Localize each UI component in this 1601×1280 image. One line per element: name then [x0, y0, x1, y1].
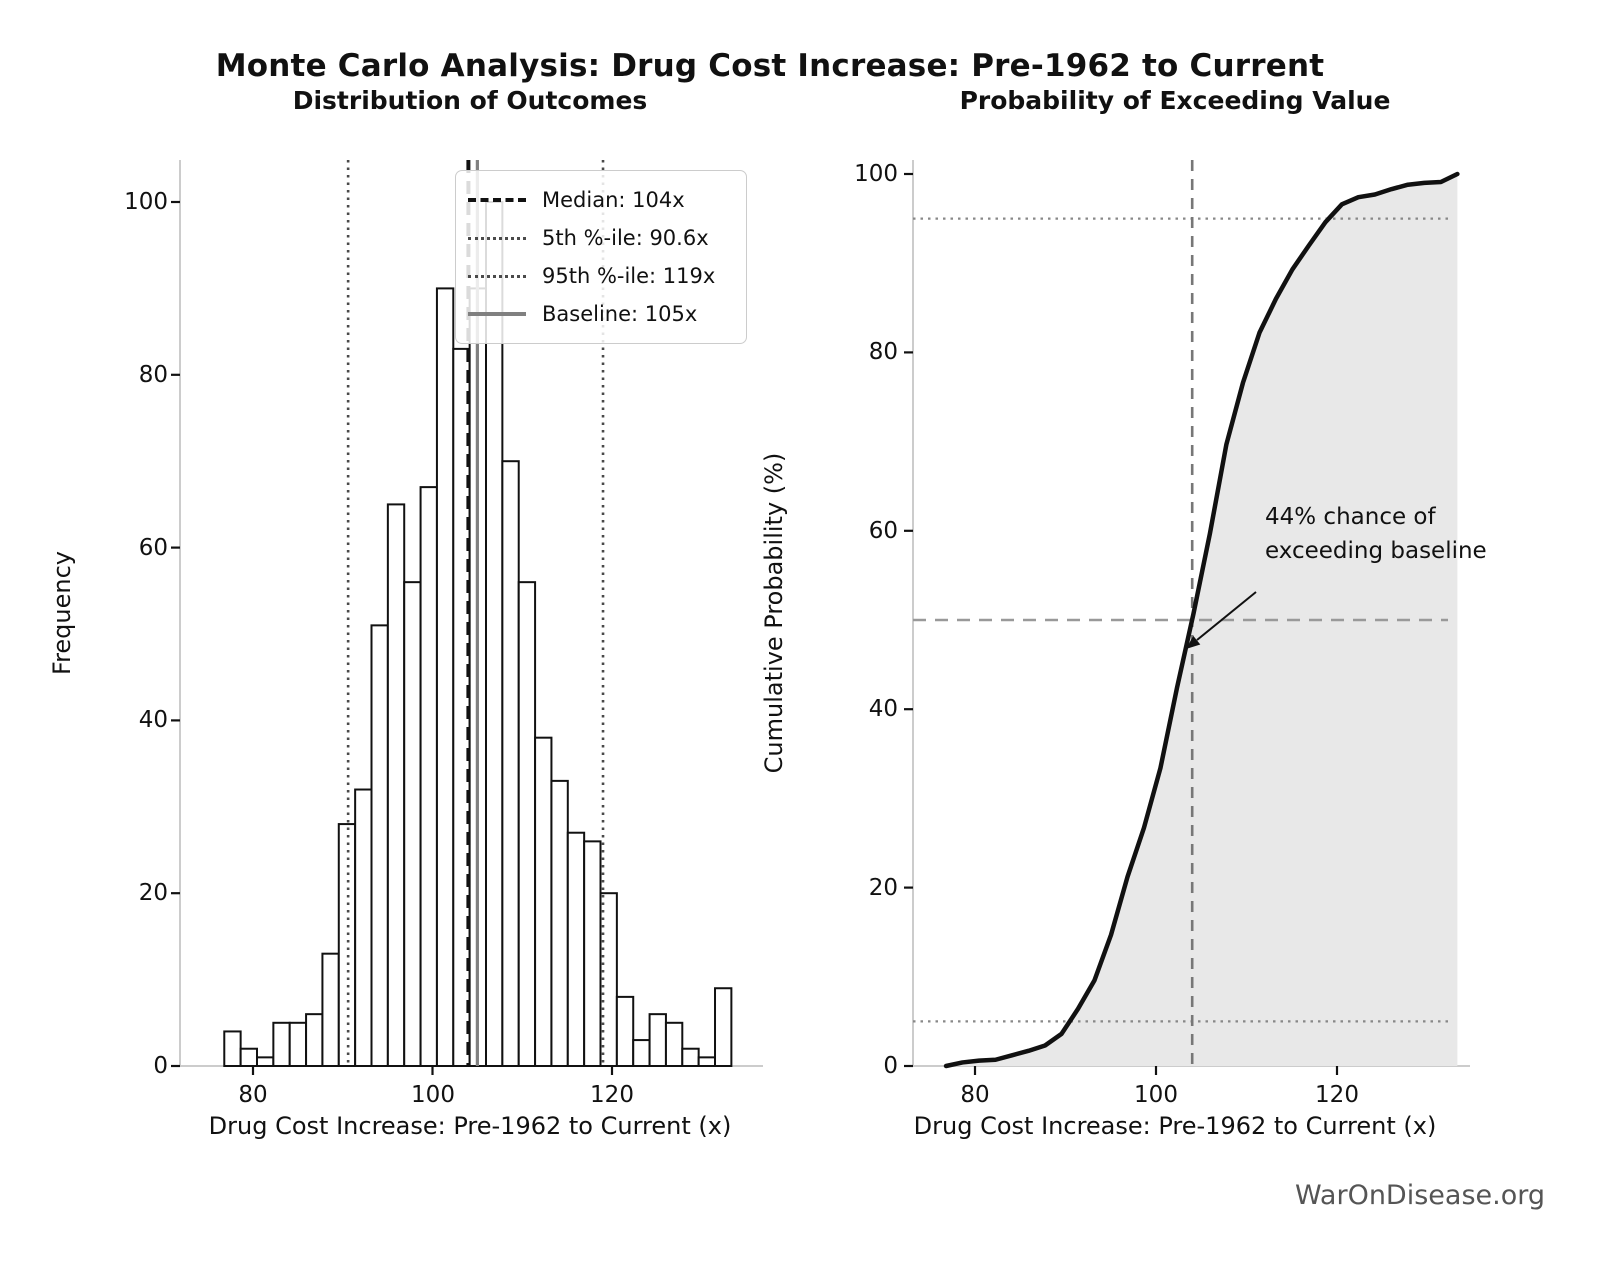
histogram-bar — [419, 486, 438, 1067]
legend-label-median: Median: 104x — [542, 188, 685, 212]
p95-line-sample-icon — [468, 274, 526, 278]
cdf-y-axis-label: Cumulative Probability (%) — [760, 452, 788, 774]
histogram-bar — [681, 1047, 700, 1067]
legend-item-p5: 5th %-ile: 90.6x — [468, 219, 732, 257]
cdf-y-tick-0: 0 — [883, 1053, 898, 1079]
histogram-bar — [305, 1013, 324, 1067]
legend-label-p5: 5th %-ile: 90.6x — [542, 226, 709, 250]
cdf-y-tick-80: 80 — [868, 339, 898, 365]
hist-y-tick-40: 40 — [138, 707, 168, 733]
histogram-bar — [370, 624, 389, 1067]
baseline-line-sample-icon — [468, 312, 526, 316]
watermark-text: WarOnDisease.org — [1294, 1180, 1545, 1211]
cdf-x-tick-100: 100 — [1134, 1082, 1178, 1108]
median-line-sample-icon — [468, 198, 526, 202]
cdf-x-tick-120: 120 — [1315, 1082, 1359, 1108]
legend-item-p95: 95th %-ile: 119x — [468, 257, 732, 295]
cdf-y-tick-40: 40 — [868, 696, 898, 722]
annotation-arrowhead-icon — [1186, 635, 1201, 649]
histogram-bar — [501, 460, 520, 1067]
histogram-bar — [648, 1013, 667, 1067]
histogram-bar — [354, 788, 373, 1068]
histogram-bar — [255, 1056, 275, 1067]
histogram-bar — [599, 892, 618, 1068]
cdf-title: Probability of Exceeding Value — [959, 86, 1391, 115]
histogram-bar — [615, 995, 635, 1068]
histogram-title: Distribution of Outcomes — [292, 86, 648, 115]
cdf-y-tick-60: 60 — [868, 518, 898, 544]
histogram-y-axis-label: Frequency — [48, 551, 76, 675]
cdf-x-tick-80: 80 — [960, 1082, 990, 1108]
histogram-bar — [534, 736, 553, 1067]
histogram-bar — [386, 503, 406, 1067]
legend-item-median: Median: 104x — [468, 181, 732, 219]
histogram-bar — [714, 987, 733, 1067]
hist-x-tick-100: 100 — [411, 1082, 455, 1108]
histogram-bar — [288, 1021, 308, 1067]
histogram-bar — [697, 1056, 717, 1067]
annotation-line-1: 44% chance of — [1265, 504, 1436, 530]
hist-y-tick-100: 100 — [124, 189, 168, 215]
hist-x-tick-120: 120 — [590, 1082, 634, 1108]
histogram-bar — [223, 1030, 242, 1067]
histogram-bar — [435, 287, 455, 1067]
histogram-bar — [632, 1039, 651, 1067]
cdf-curve — [943, 171, 1460, 1069]
figure-title: Monte Carlo Analysis: Drug Cost Increase… — [215, 48, 1325, 84]
exceedance-annotation: 44% chance of exceeding baseline — [1265, 500, 1487, 568]
histogram-bar — [566, 831, 586, 1067]
annotation-line-2: exceeding baseline — [1265, 538, 1487, 564]
histogram-bar — [583, 840, 602, 1067]
histogram-legend: Median: 104x 5th %-ile: 90.6x 95th %-ile… — [455, 170, 747, 344]
histogram-bar — [321, 952, 340, 1067]
cdf-x-axis-label: Drug Cost Increase: Pre-1962 to Current … — [913, 1112, 1437, 1140]
histogram-bar — [239, 1047, 258, 1067]
hist-y-tick-20: 20 — [138, 880, 168, 906]
histogram-x-axis-label: Drug Cost Increase: Pre-1962 to Current … — [208, 1112, 732, 1140]
histogram-bar — [664, 1021, 684, 1067]
hist-x-tick-80: 80 — [238, 1082, 268, 1108]
histogram-bar — [337, 823, 357, 1068]
cdf-y-tick-20: 20 — [868, 875, 898, 901]
hist-y-tick-60: 60 — [138, 535, 168, 561]
legend-item-baseline: Baseline: 105x — [468, 295, 732, 333]
histogram-bar — [403, 581, 422, 1067]
hist-y-tick-80: 80 — [138, 362, 168, 388]
hist-y-tick-0: 0 — [153, 1053, 168, 1079]
cdf-y-tick-100: 100 — [854, 161, 898, 187]
legend-label-p95: 95th %-ile: 119x — [542, 264, 716, 288]
legend-label-baseline: Baseline: 105x — [542, 302, 698, 326]
annotation-arrow-shaft — [1196, 591, 1257, 641]
histogram-bar — [550, 779, 569, 1067]
histogram-bar — [517, 581, 537, 1067]
histogram-bar — [272, 1021, 291, 1067]
p5-line-sample-icon — [468, 236, 526, 240]
